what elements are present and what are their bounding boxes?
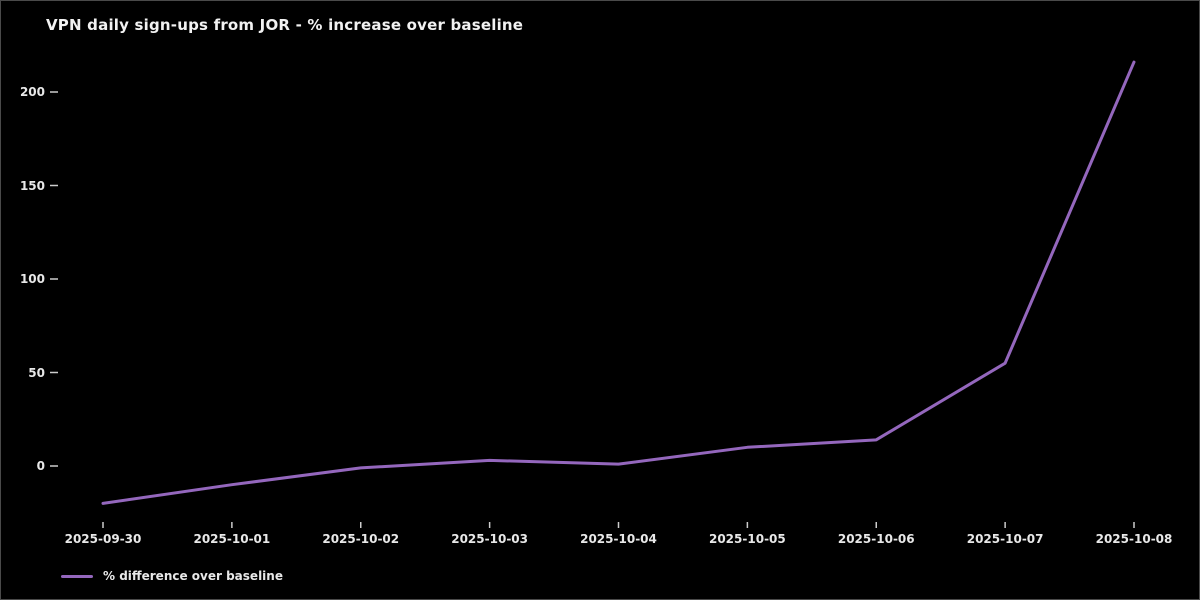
x-axis-tick-label: 2025-10-04 (580, 532, 657, 546)
data-line-pct-difference (101, 60, 1136, 505)
y-axis-tick-label: 200 (19, 85, 45, 99)
y-axis-tick-label: 50 (28, 365, 45, 380)
x-axis-tick-label: 2025-10-03 (451, 532, 528, 546)
x-axis-tick-label: 2025-10-02 (322, 532, 400, 546)
legend-label: % difference over baseline (103, 569, 283, 583)
x-axis-tick-label: 2025-09-30 (64, 532, 142, 546)
chart-title: VPN daily sign-ups from JOR - % increase… (46, 16, 524, 34)
legend-line-swatch (61, 574, 93, 578)
legend: % difference over baseline (61, 569, 283, 583)
y-axis-tick-label: 100 (19, 272, 45, 286)
x-axis-tick-label: 2025-10-01 (193, 532, 271, 546)
x-axis-tick-label: 2025-10-07 (966, 532, 1044, 546)
x-axis-tick-label: 2025-10-05 (708, 532, 786, 546)
y-axis-tick-label: 150 (19, 178, 45, 193)
x-axis-tick-label: 2025-10-06 (837, 532, 915, 546)
x-axis-tick-label: 2025-10-08 (1095, 532, 1173, 546)
y-axis-tick-label: 0 (36, 459, 45, 473)
